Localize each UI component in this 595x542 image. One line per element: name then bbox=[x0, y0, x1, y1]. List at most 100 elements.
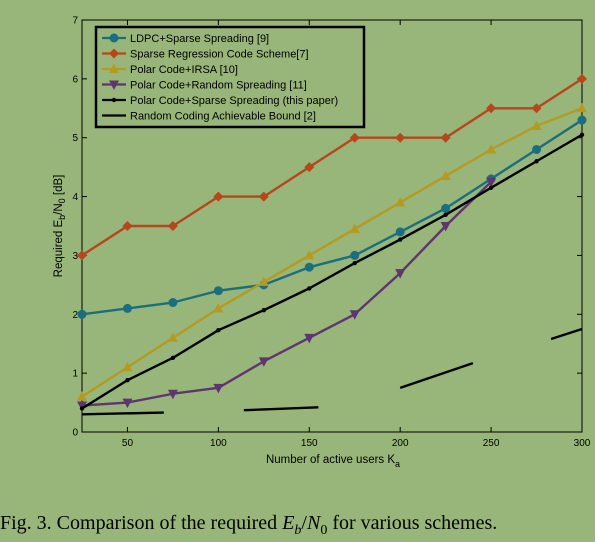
legend-item: Random Coding Achievable Bound [2] bbox=[102, 111, 316, 123]
series-3 bbox=[77, 102, 587, 401]
data-point bbox=[577, 115, 587, 125]
legend-swatch-marker bbox=[109, 33, 119, 43]
data-point bbox=[258, 276, 269, 286]
legend-item: Polar Code+Sparse Spreading (this paper) bbox=[102, 95, 338, 107]
data-point bbox=[441, 203, 451, 213]
legend-swatch-marker bbox=[109, 63, 119, 73]
data-point bbox=[213, 383, 224, 394]
series-line bbox=[81, 180, 492, 407]
data-point bbox=[167, 389, 178, 400]
data-point bbox=[349, 310, 360, 320]
data-point bbox=[440, 222, 451, 232]
legend-swatch-marker bbox=[109, 80, 119, 90]
legend-item: Polar Code+IRSA [10] bbox=[102, 63, 238, 76]
plot-frame bbox=[81, 19, 583, 433]
data-point bbox=[395, 227, 405, 237]
x-axis-label: Number of active users Ka bbox=[266, 454, 400, 469]
legend-label: Sparse Regression Code Scheme[7] bbox=[130, 49, 309, 61]
legend-label: Random Coding Achievable Bound [2] bbox=[130, 111, 316, 123]
series-line-segment bbox=[81, 411, 164, 416]
y-tick-label: 6 bbox=[72, 74, 78, 85]
y-tick-label: 1 bbox=[72, 369, 78, 380]
data-point bbox=[486, 103, 497, 114]
data-point bbox=[79, 406, 85, 411]
data-point bbox=[577, 73, 587, 84]
y-tick-label: 3 bbox=[72, 251, 78, 262]
caption-var-e: E bbox=[282, 512, 295, 534]
data-point bbox=[304, 162, 315, 173]
series-line bbox=[81, 107, 583, 398]
data-point bbox=[213, 286, 223, 296]
data-point bbox=[304, 333, 315, 344]
caption-var-n: N bbox=[306, 512, 321, 534]
legend-label: Polar Code+IRSA [10] bbox=[130, 64, 238, 76]
series-line-segment bbox=[550, 327, 583, 341]
data-point bbox=[395, 196, 406, 207]
legend-swatch-marker bbox=[111, 97, 117, 103]
data-point bbox=[213, 191, 224, 202]
legend-item: Polar Code+Random Spreading [11] bbox=[102, 80, 307, 92]
data-point bbox=[122, 221, 133, 231]
data-point bbox=[167, 221, 178, 231]
series-line-segment bbox=[243, 406, 319, 412]
x-tick-label: 100 bbox=[210, 438, 227, 449]
data-point bbox=[122, 303, 132, 313]
y-tick-label: 7 bbox=[72, 16, 78, 27]
data-point bbox=[488, 185, 494, 190]
data-point bbox=[350, 250, 360, 260]
data-point bbox=[440, 132, 451, 143]
series-line-segment bbox=[399, 362, 474, 389]
data-point bbox=[395, 269, 406, 279]
caption-sub-0: 0 bbox=[320, 523, 328, 538]
chart-svg: 50 100 150 200 250 300 0 1 2 3 4 5 6 7 LDPC+Sparse Sp… bbox=[53, 16, 591, 470]
data-point bbox=[258, 191, 269, 202]
caption-prefix: Fig. 3. Comparison of the required bbox=[0, 512, 283, 534]
data-point bbox=[261, 307, 267, 313]
data-point bbox=[534, 159, 539, 164]
series-line bbox=[81, 133, 583, 410]
legend-item: Sparse Regression Code Scheme[7] bbox=[102, 48, 309, 61]
x-tick-label: 250 bbox=[483, 438, 500, 449]
data-point bbox=[395, 132, 406, 143]
data-point bbox=[443, 212, 448, 218]
data-point bbox=[532, 144, 542, 154]
data-point bbox=[486, 143, 497, 154]
series-line bbox=[81, 77, 583, 257]
series-1 bbox=[77, 115, 587, 319]
data-point bbox=[125, 378, 130, 383]
legend-item: LDPC+Sparse Spreading [9] bbox=[102, 33, 269, 45]
y-tick-label: 5 bbox=[72, 133, 78, 144]
legend-label: Polar Code+Random Spreading [11] bbox=[130, 80, 307, 92]
caption-slash: / bbox=[301, 512, 307, 534]
data-point bbox=[579, 132, 585, 137]
data-point bbox=[213, 302, 224, 313]
series-group bbox=[77, 73, 587, 416]
x-tick-label: 150 bbox=[301, 438, 318, 449]
y-tick-label: 4 bbox=[72, 192, 78, 203]
data-point bbox=[577, 102, 587, 113]
data-point bbox=[216, 327, 221, 333]
legend-label: Polar Code+Sparse Spreading (this paper) bbox=[130, 95, 338, 107]
y-tick-label: 0 bbox=[72, 428, 78, 439]
figure-caption: Fig. 3. Comparison of the required Eb/N0… bbox=[0, 512, 595, 542]
y-tick-label: 2 bbox=[72, 310, 78, 321]
series-2 bbox=[77, 73, 587, 261]
data-point bbox=[352, 260, 357, 266]
data-point bbox=[486, 177, 497, 188]
data-point bbox=[122, 361, 133, 372]
data-point bbox=[440, 170, 451, 180]
data-point bbox=[168, 298, 178, 308]
data-point bbox=[307, 286, 312, 291]
data-point bbox=[531, 120, 542, 130]
x-tick-label: 50 bbox=[122, 438, 134, 449]
data-point bbox=[397, 237, 403, 242]
y-axis-label: Required Eb/N0 [dB] bbox=[53, 175, 67, 278]
data-point bbox=[531, 103, 542, 114]
data-point bbox=[77, 309, 87, 319]
x-tick-label: 300 bbox=[574, 438, 591, 449]
series-5 bbox=[79, 132, 585, 411]
data-point bbox=[77, 391, 87, 401]
legend: LDPC+Sparse Spreading [9] Sparse Regressi… bbox=[94, 25, 366, 129]
caption-sub-b: b bbox=[294, 523, 302, 538]
